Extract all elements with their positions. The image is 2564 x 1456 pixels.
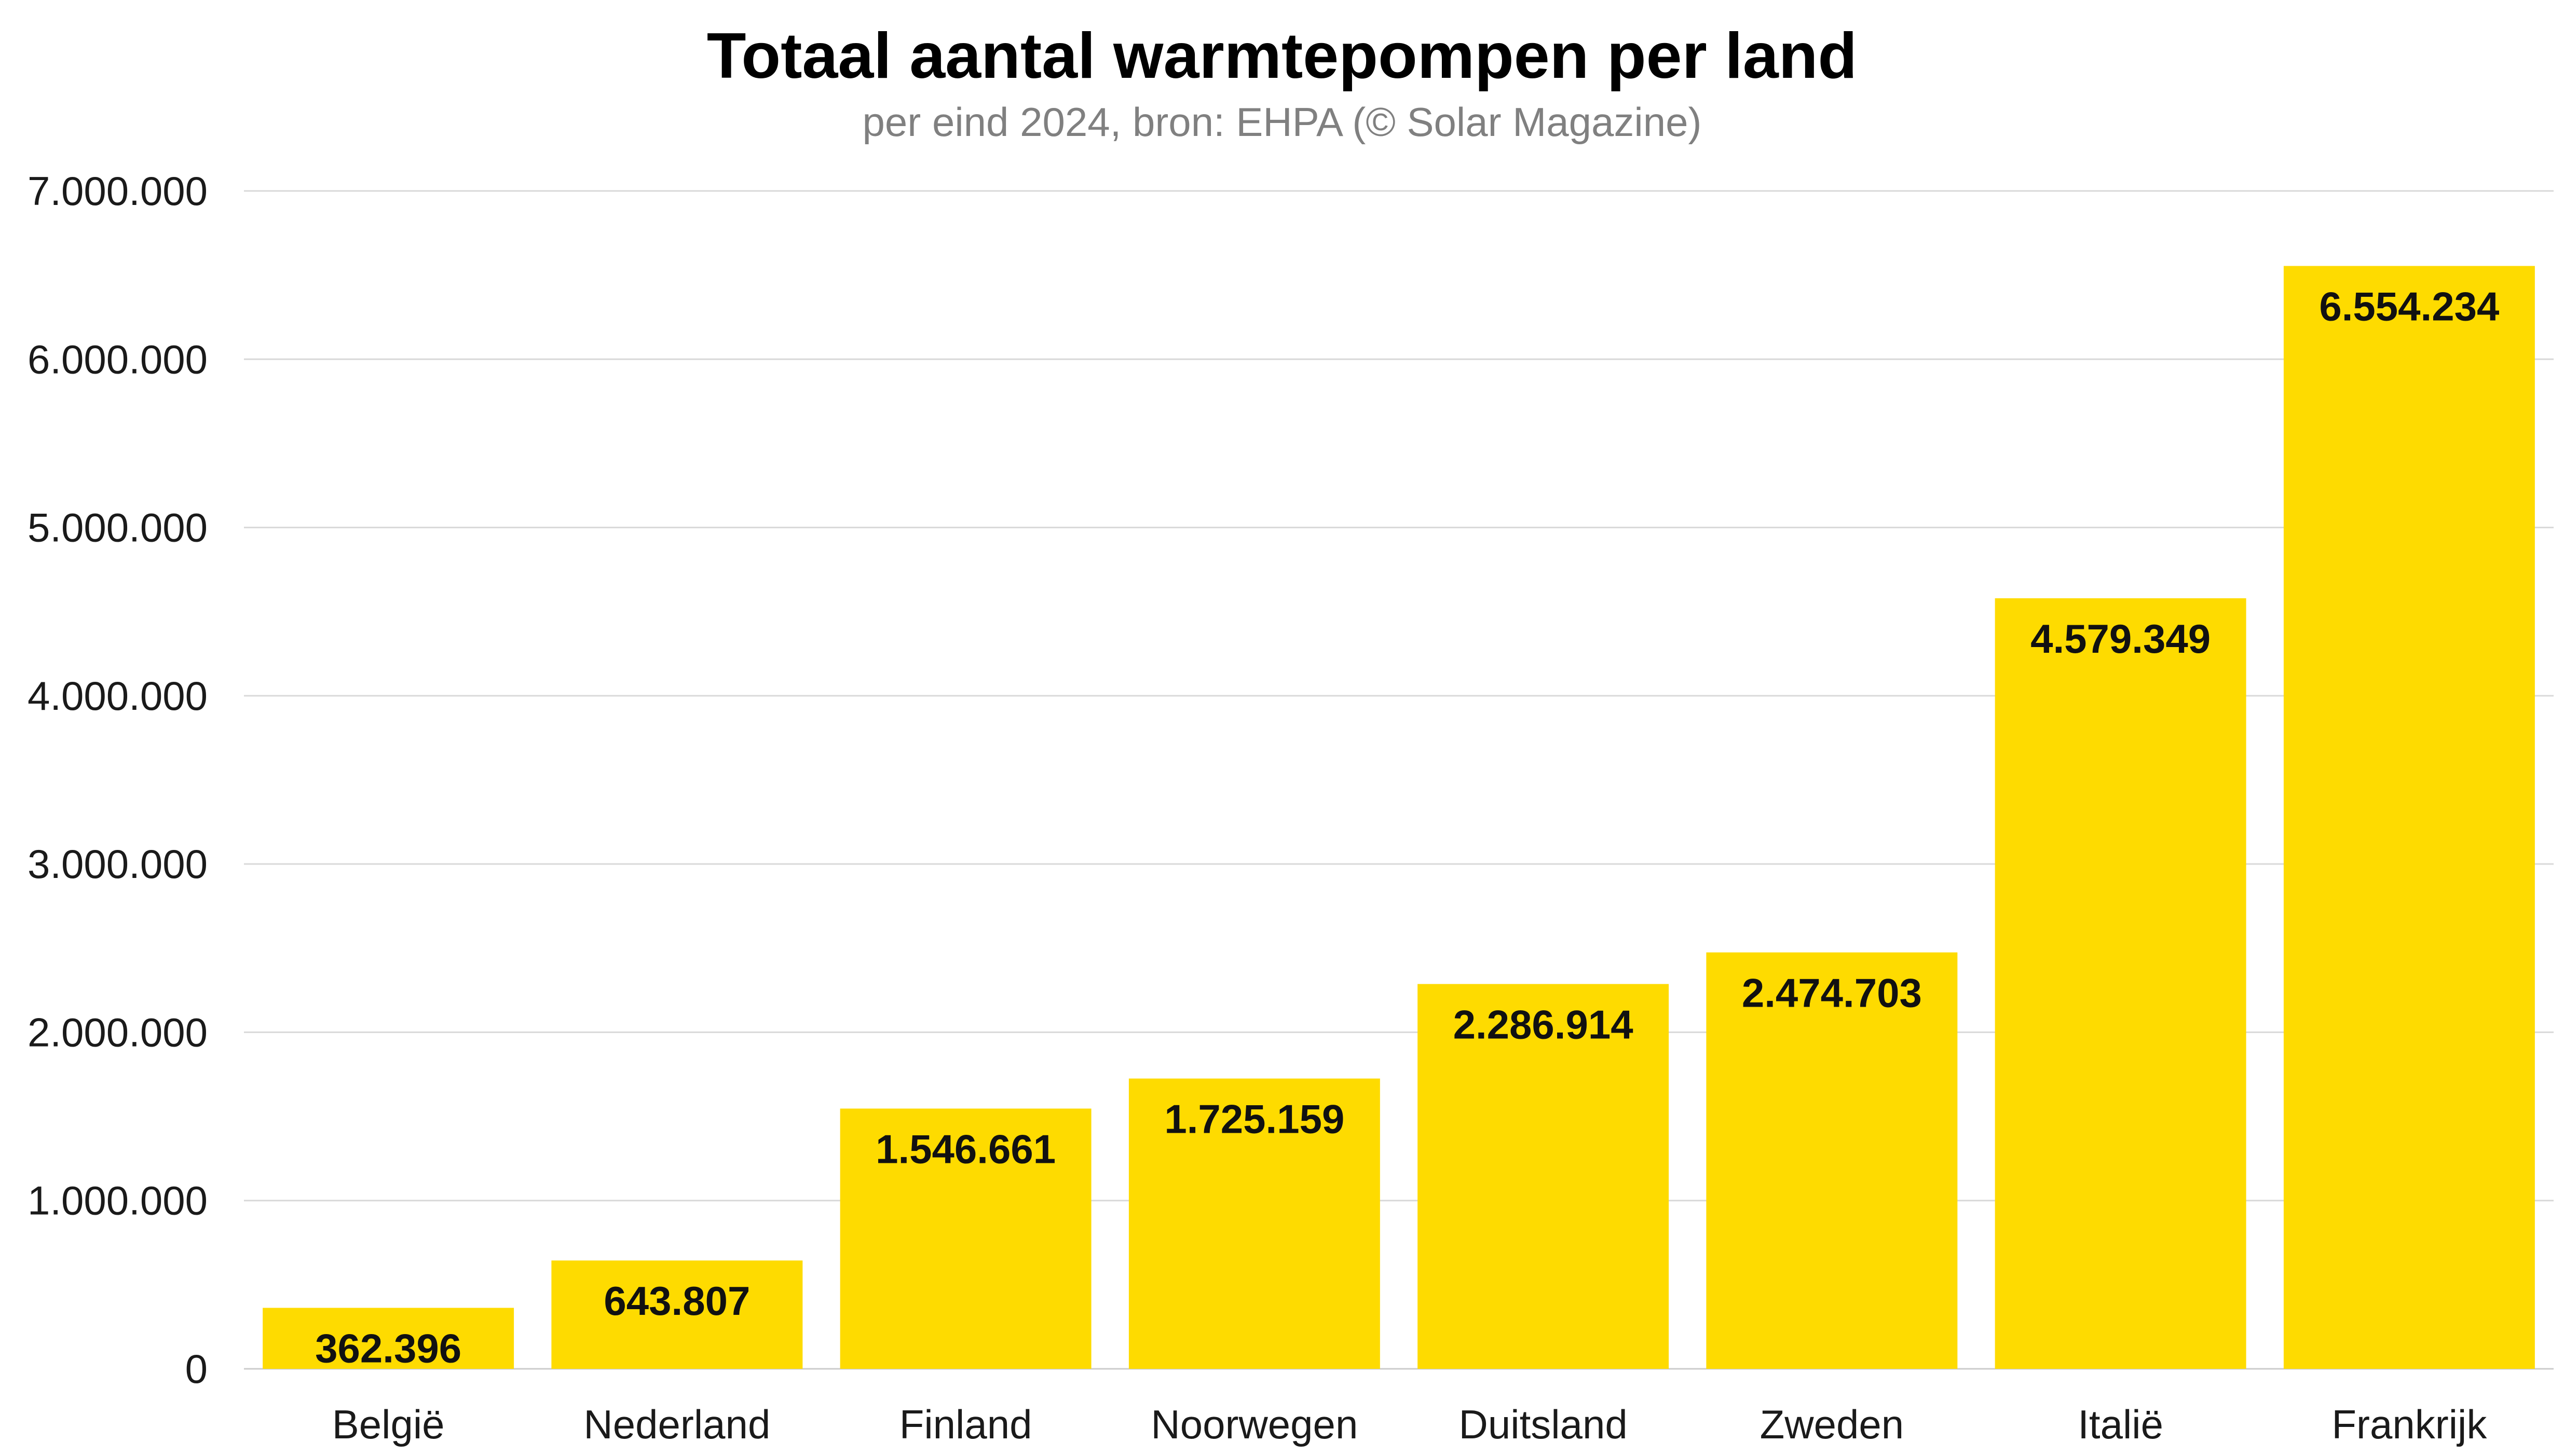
y-tick-label: 5.000.000	[28, 505, 208, 551]
y-axis: 0 1.000.000 2.000.000 3.000.000 4.000.000 5.0…	[28, 168, 208, 1392]
bar	[1706, 952, 1958, 1369]
bar	[1995, 598, 2246, 1369]
x-tick-label: Zweden	[1760, 1402, 1904, 1447]
chart-title: Totaal aantal warmtepompen per land	[707, 20, 1857, 92]
x-tick-label: Italië	[2078, 1402, 2163, 1447]
data-label: 1.546.661	[876, 1126, 1056, 1172]
gridlines	[244, 190, 2554, 1370]
y-tick-label: 4.000.000	[28, 673, 208, 719]
data-label: 2.286.914	[1453, 1001, 1633, 1047]
bar	[1128, 1078, 1380, 1369]
data-label: 4.579.349	[2030, 616, 2211, 662]
y-tick-label: 0	[185, 1346, 208, 1392]
bar	[1417, 984, 1669, 1369]
bar	[551, 1260, 803, 1369]
x-tick-label: België	[332, 1402, 445, 1447]
data-labels: 362.396 643.807 1.546.661 1.725.159 2.286.91…	[315, 284, 2499, 1371]
y-tick-label: 2.000.000	[28, 1009, 208, 1055]
bars	[263, 266, 2535, 1369]
bar	[840, 1108, 1092, 1369]
y-tick-label: 6.000.000	[28, 336, 208, 382]
x-tick-label: Duitsland	[1459, 1402, 1628, 1447]
data-label: 1.725.159	[1164, 1096, 1344, 1142]
chart-subtitle: per eind 2024, bron: EHPA (© Solar Magaz…	[863, 99, 1702, 145]
y-tick-label: 1.000.000	[28, 1178, 208, 1224]
x-tick-label: Finland	[899, 1402, 1032, 1447]
data-label: 643.807	[604, 1278, 750, 1324]
data-label: 362.396	[315, 1325, 461, 1371]
bar	[2283, 266, 2535, 1369]
y-tick-label: 7.000.000	[28, 168, 208, 214]
data-label: 6.554.234	[2319, 284, 2499, 329]
x-tick-label: Nederland	[583, 1402, 770, 1447]
x-tick-label: Frankrijk	[2331, 1402, 2487, 1447]
y-tick-label: 3.000.000	[28, 841, 208, 887]
bar	[263, 1308, 514, 1369]
x-axis: België Nederland Finland Noorwegen Duitsland…	[332, 1402, 2488, 1447]
data-label: 2.474.703	[1742, 970, 1922, 1015]
x-tick-label: Noorwegen	[1151, 1402, 1358, 1447]
